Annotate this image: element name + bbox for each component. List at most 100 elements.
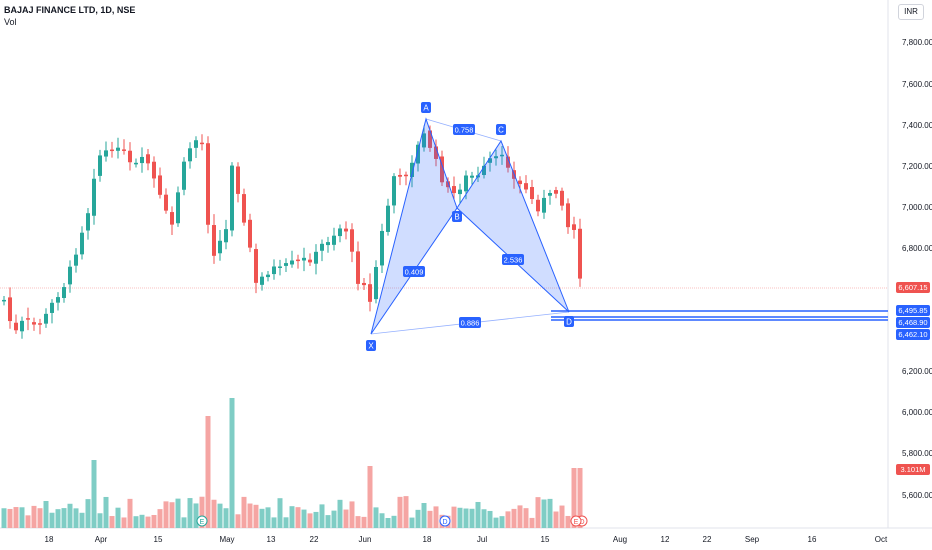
candle-body [2,299,6,302]
candle-body [254,249,258,283]
volume-bar [325,515,331,528]
candles [2,125,582,339]
time-tick: Oct [875,535,888,544]
volume-bar [121,517,127,528]
candle-body [332,235,336,245]
candle-body [188,148,192,162]
svg-text:0.758: 0.758 [455,126,474,135]
candle-body [20,320,24,332]
candle-body [326,242,330,246]
candle-body [440,156,444,183]
candle-body [296,259,300,262]
svg-text:A: A [423,104,429,113]
candle-body [236,166,240,194]
time-tick: 22 [310,535,319,544]
time-tick: Aug [613,535,627,544]
level-lines[interactable] [551,310,888,321]
volume-bar [385,517,391,528]
event-marker-earnings-2[interactable]: E [570,515,582,527]
candle-body [98,155,102,176]
volume-bar [25,515,31,528]
level-tag-1: 6,495.85 [896,305,930,316]
svg-text:2.536: 2.536 [504,256,523,265]
volume-bar [403,496,409,528]
symbol-title[interactable]: BAJAJ FINANCE LTD, 1D, NSE [4,5,136,15]
point-label-c[interactable]: C [496,124,506,135]
point-label-x[interactable]: X [366,340,376,351]
volume-bar [55,509,61,528]
volume-bar [487,510,493,528]
candle-body [338,228,342,237]
time-axis[interactable]: 18 Apr 15 May 13 22 Jun 18 Jul 15 Aug 12… [45,535,888,544]
candle-body [434,146,438,159]
ratio-label-0886[interactable]: 0.886 [459,317,481,328]
candle-body [260,276,264,285]
volume-bar [361,516,367,528]
candle-body [290,260,294,265]
time-tick: Jul [477,535,487,544]
candle-body [14,322,18,331]
volume-bar [109,516,115,528]
svg-text:D: D [442,519,447,526]
candle-body [404,174,408,177]
volume-bar [73,508,79,528]
volume-label[interactable]: Vol [4,17,17,27]
candle-body [452,186,456,194]
candle-body [416,144,420,164]
candle-body [542,197,546,213]
price-tick: 7,000.00 [902,203,932,212]
candle-body [560,190,564,206]
volume-bar [463,508,469,528]
event-marker-dividend-1[interactable]: D [439,515,451,527]
svg-text:0.409: 0.409 [405,268,424,277]
volume-bar [271,517,277,528]
point-label-b[interactable]: B [452,211,462,222]
candle-body [362,282,366,286]
price-tick: 5,800.00 [902,449,932,458]
volume-bar [283,517,289,528]
point-label-a[interactable]: A [421,102,431,113]
volume-bar [481,509,487,528]
volume-bar [211,499,217,528]
time-tick: May [219,535,234,544]
candle-body [200,142,204,145]
volume-bar [265,507,271,528]
candle-body [320,243,324,251]
candle-body [302,257,306,261]
candle-body [284,263,288,266]
volume-bar [517,505,523,528]
time-tick: Sep [745,535,760,544]
price-axis[interactable]: 7,800.00 7,600.00 7,400.00 7,200.00 7,00… [902,38,932,500]
volume-bar [127,498,133,528]
candle-body [68,266,72,285]
event-marker-earnings-1[interactable]: E [196,515,208,527]
price-tick: 7,400.00 [902,121,932,130]
time-tick: 18 [45,535,54,544]
volume-bar [475,501,481,528]
candle-body [506,156,510,168]
price-tick: 7,600.00 [902,80,932,89]
candle-body [410,162,414,178]
svg-text:D: D [566,318,572,327]
candle-body [446,181,450,188]
currency-selector[interactable]: INR [898,4,924,20]
volume-bar [367,466,373,528]
volume-bar [577,468,583,528]
volume-bar [133,516,139,528]
volume-bar [145,516,151,528]
time-tick: 16 [808,535,817,544]
candle-body [356,251,360,284]
ratio-label-0758[interactable]: 0.758 [453,124,475,135]
candle-body [122,149,126,151]
chart-legend[interactable]: BAJAJ FINANCE LTD, 1D, NSE Vol [4,4,135,28]
volume-bar [79,512,85,528]
last-price-tag: 6,607.15 [896,282,930,293]
volume-bar [67,503,73,528]
candle-body [500,154,504,157]
volume-bar [391,515,397,528]
ratio-label-0409[interactable]: 0.409 [403,266,425,277]
point-label-d[interactable]: D [564,316,574,327]
ratio-label-2536[interactable]: 2.536 [502,254,524,265]
volume-bar [247,503,253,528]
